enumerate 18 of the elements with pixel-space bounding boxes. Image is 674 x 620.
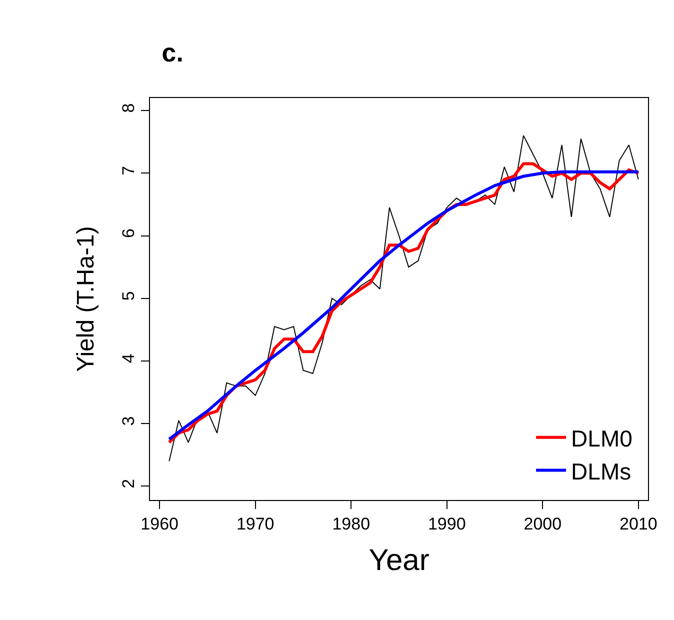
legend-label: DLMs bbox=[571, 458, 632, 484]
legend-label: DLM0 bbox=[571, 425, 632, 452]
x-tick-label: 1980 bbox=[332, 514, 370, 534]
y-tick-label: 8 bbox=[119, 103, 138, 113]
y-tick-label: 2 bbox=[119, 478, 138, 488]
y-tick-label: 7 bbox=[119, 166, 138, 176]
x-tick-label: 1960 bbox=[140, 514, 178, 534]
x-axis-title: Year bbox=[368, 544, 430, 577]
y-axis-title: Yield (T.Ha-1) bbox=[72, 226, 100, 372]
x-tick-label: 1990 bbox=[428, 514, 466, 534]
x-tick-label: 2000 bbox=[524, 514, 562, 534]
y-tick-label: 5 bbox=[119, 291, 138, 301]
y-tick-label: 3 bbox=[119, 416, 138, 426]
x-tick-label: 2010 bbox=[620, 514, 658, 534]
y-tick-label: 6 bbox=[119, 228, 138, 238]
y-tick-label: 4 bbox=[119, 354, 138, 364]
chart-title: c. bbox=[162, 38, 184, 68]
x-tick-label: 1970 bbox=[236, 514, 274, 534]
